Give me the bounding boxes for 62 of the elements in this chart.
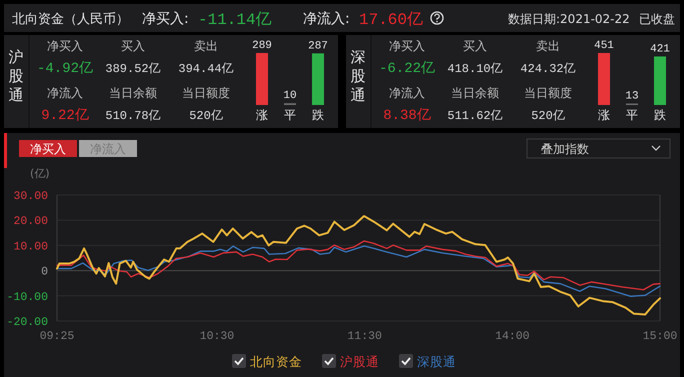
category-label: 当日余额	[109, 86, 157, 100]
text: 520亿	[531, 109, 565, 123]
y-tick-label: 30.00	[13, 190, 48, 203]
text: 520亿	[189, 109, 223, 123]
data-label: 289	[252, 40, 272, 52]
text: 净买入	[30, 142, 66, 156]
text: 北向资金（人民币）	[12, 12, 129, 27]
category-label: 净买入	[47, 39, 83, 53]
data-label: 13	[625, 90, 639, 102]
text: 418.10亿	[447, 62, 503, 76]
data-label: 10	[283, 90, 297, 102]
text: -11.14亿	[198, 11, 272, 29]
category-label: 卖出	[194, 39, 218, 53]
y-tick-label: 0	[41, 266, 48, 279]
x-tick-label: 跌	[312, 108, 324, 122]
text: -6.22亿	[378, 61, 436, 77]
text: 深股通	[417, 354, 456, 369]
text: 510.78亿	[105, 109, 161, 123]
category-label: 卖出	[536, 39, 560, 53]
x-tick-label: 涨	[256, 108, 268, 122]
x-tick-label: 跌	[654, 108, 666, 122]
text: 沪股通	[340, 354, 379, 369]
text: 沪股通	[8, 48, 24, 104]
category-label: 当日额度	[182, 86, 230, 100]
text: 394.44亿	[178, 62, 234, 76]
text: 叠加指数	[541, 142, 589, 156]
x-tick-label: 14:00	[495, 330, 530, 343]
text: 9.22亿	[41, 108, 89, 124]
category-label: 净流入	[47, 86, 83, 100]
category-label: 当日额度	[524, 86, 572, 100]
x-tick-label: 涨	[598, 108, 610, 122]
text: 数据日期:2021-02-22	[508, 12, 630, 26]
text: 净买入:	[142, 11, 189, 27]
text: 424.32亿	[520, 62, 576, 76]
text: 已收盘	[639, 12, 675, 26]
x-tick-label: 10:30	[200, 330, 234, 343]
text: 深股通	[350, 48, 366, 104]
category-label: 当日余额	[451, 86, 499, 100]
x-tick-label: 平	[284, 108, 296, 122]
category-label: 买入	[463, 39, 487, 53]
x-tick-label: 15:00	[642, 330, 678, 343]
text: 北向资金	[250, 354, 302, 369]
category-label: 买入	[121, 39, 145, 53]
text: 389.52亿	[105, 62, 161, 76]
x-tick-label: 09:25	[40, 330, 74, 343]
text: 净流入:	[303, 11, 350, 27]
x-tick-label: 平	[626, 108, 638, 122]
text: 17.60亿	[359, 11, 424, 29]
category-label: 净流入	[389, 86, 425, 100]
text: 8.38亿	[383, 108, 431, 124]
y-tick-label: 10.00	[13, 240, 48, 254]
x-tick-label: 11:30	[347, 330, 382, 343]
data-label: 421	[650, 43, 670, 56]
text: 511.62亿	[447, 109, 503, 123]
category-label: 净买入	[389, 39, 425, 53]
text: -4.92亿	[36, 61, 94, 77]
y-tick-label: -20.00	[6, 316, 48, 329]
y-axis-title: (亿)	[30, 167, 50, 180]
y-tick-label: -10.00	[6, 290, 48, 304]
y-tick-label: 20.00	[13, 215, 48, 228]
data-label: 287	[308, 40, 328, 52]
data-label: 451	[594, 40, 614, 52]
